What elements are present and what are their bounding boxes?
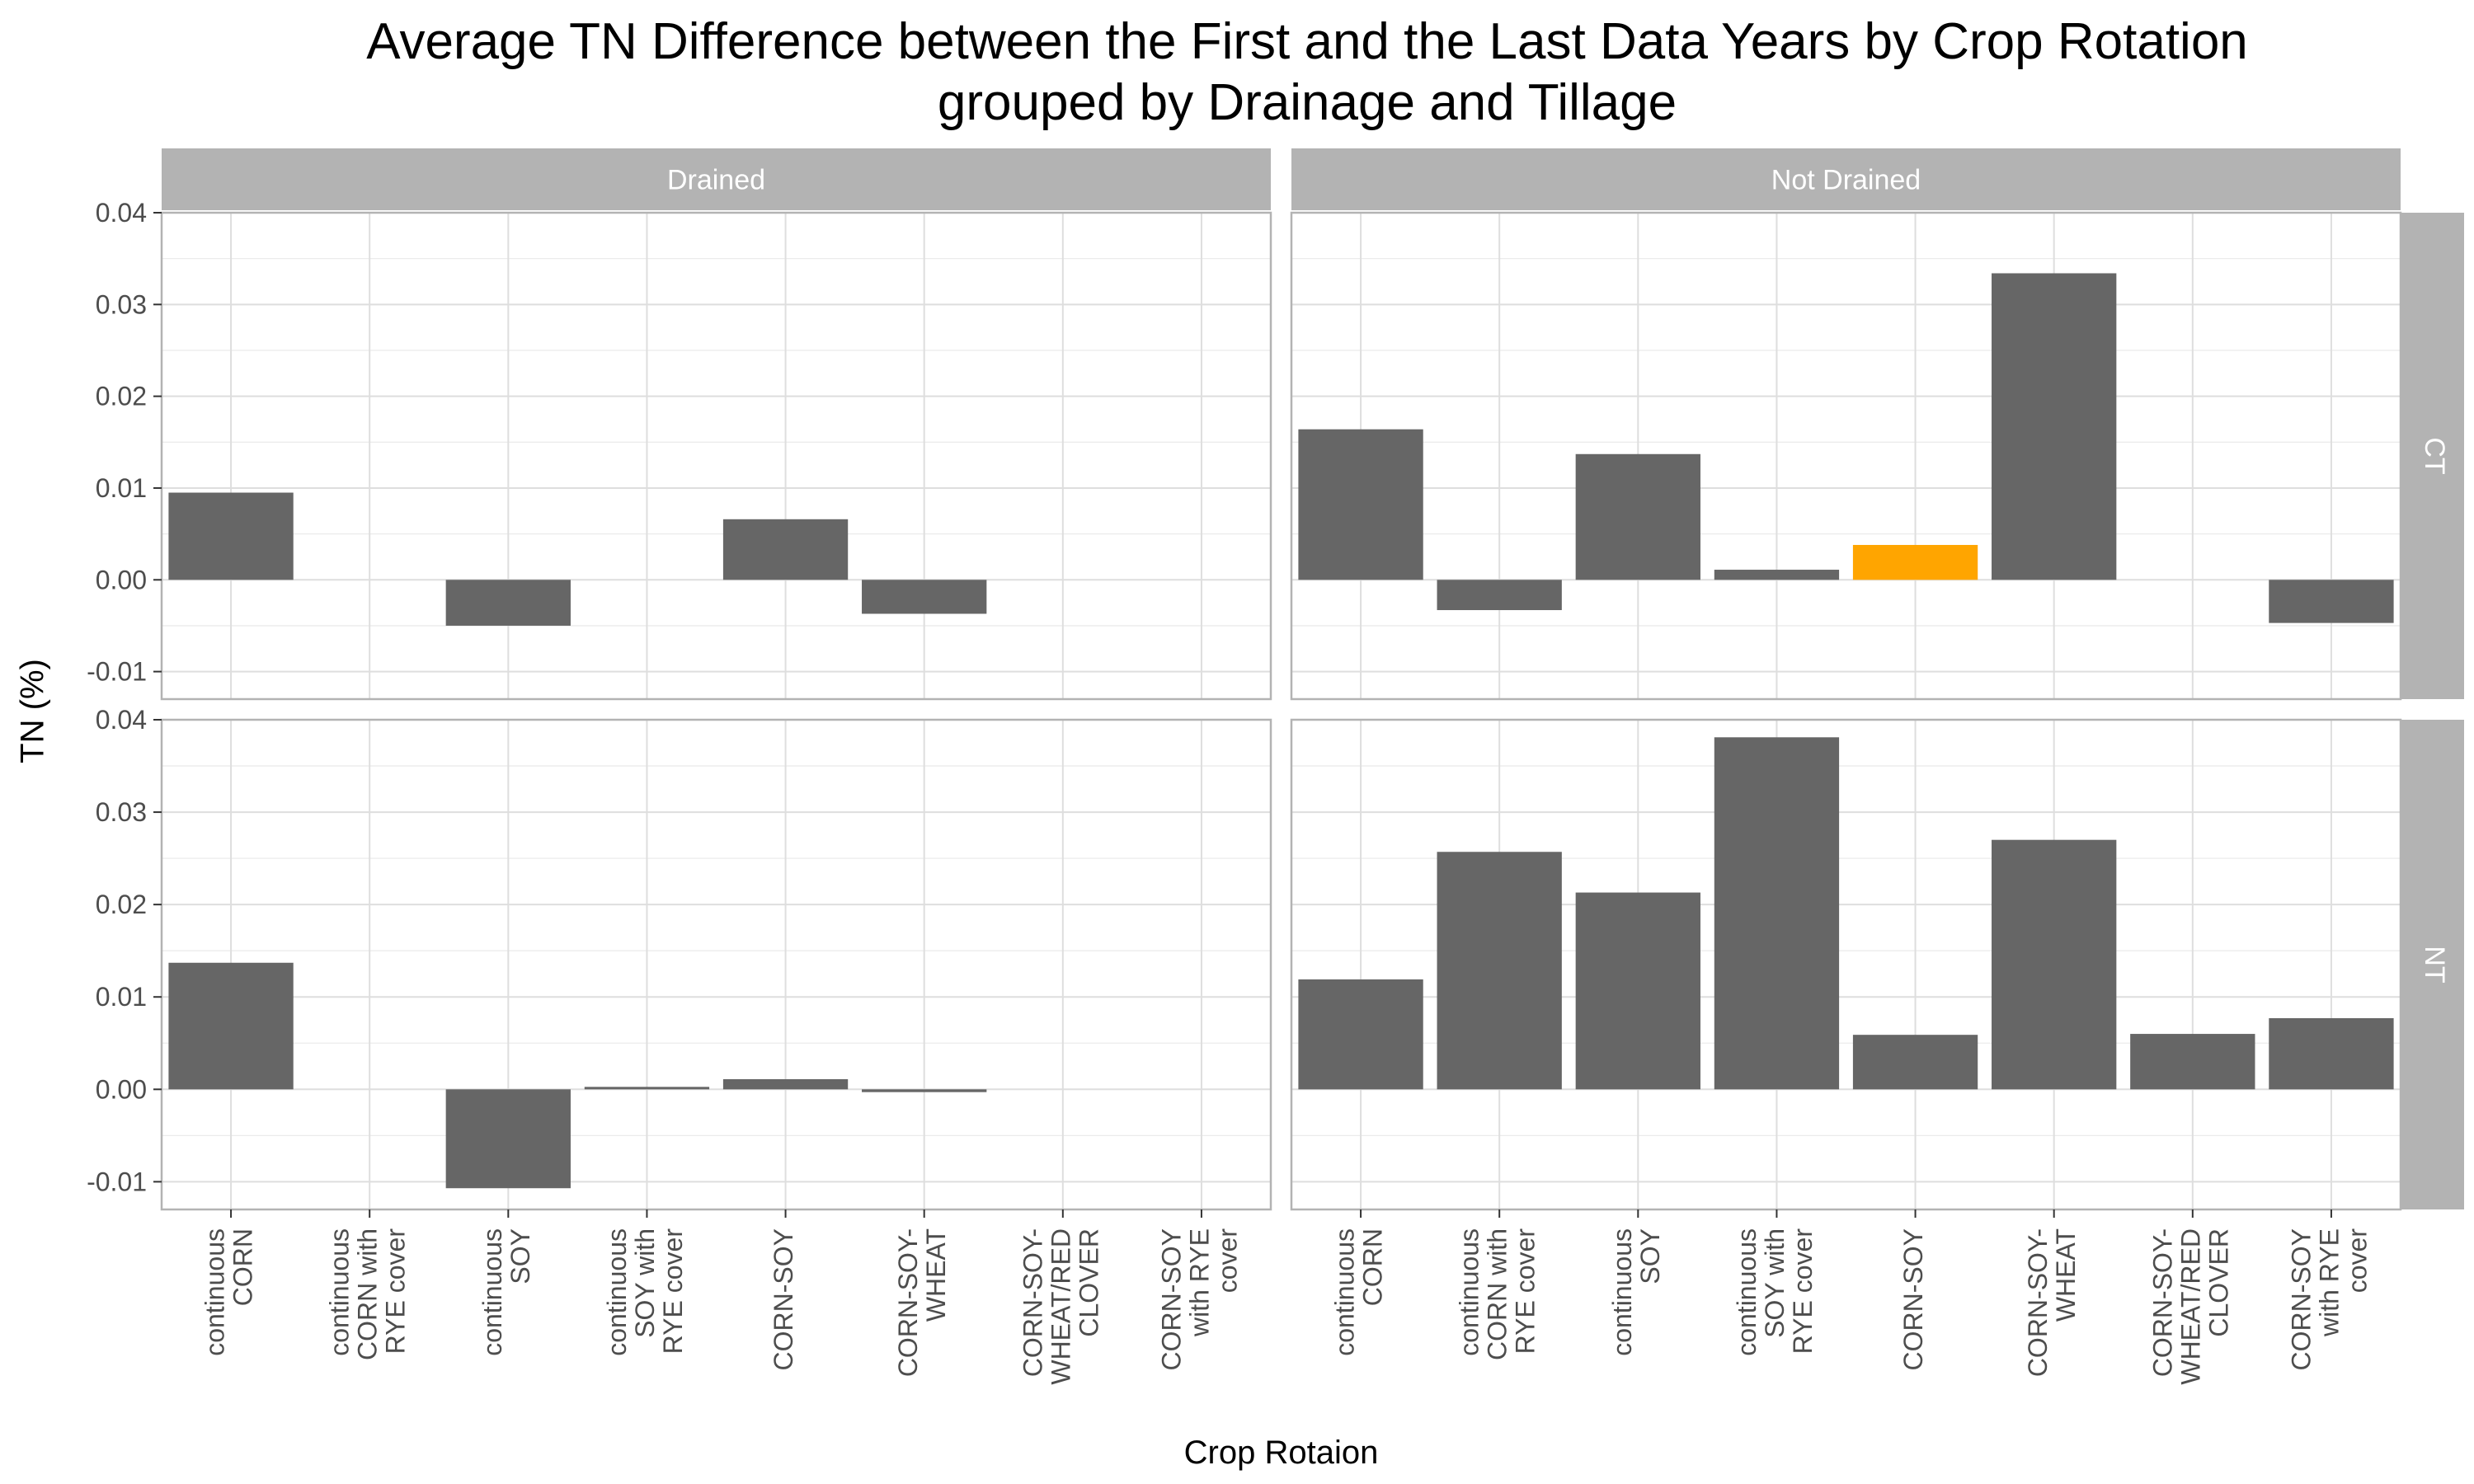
x-tick-label: WHEAT bbox=[921, 1228, 951, 1322]
x-tick-label: continuous bbox=[602, 1228, 632, 1356]
x-tick-label: CORN-SOY- bbox=[2147, 1228, 2177, 1377]
panel-border bbox=[1290, 718, 2402, 1211]
y-tick-label: 0.01 bbox=[96, 982, 147, 1012]
x-tick-label: with RYE bbox=[2314, 1228, 2344, 1337]
bar bbox=[2269, 1018, 2394, 1090]
x-tick-label: RYE cover bbox=[1511, 1228, 1540, 1355]
y-axis-label: TN (%) bbox=[15, 659, 51, 763]
x-tick-label: SOY with bbox=[1760, 1228, 1790, 1338]
x-axis-label: Crop Rotaion bbox=[1184, 1435, 1379, 1471]
bar bbox=[1852, 1035, 1978, 1090]
facet-strip-row-label: NT bbox=[2419, 946, 2450, 983]
bar bbox=[1852, 544, 1978, 580]
x-tick-label: WHEAT/RED bbox=[2175, 1228, 2205, 1385]
facet-strip-label: Drained bbox=[667, 165, 765, 196]
y-tick-label: 0.00 bbox=[96, 565, 147, 594]
bar bbox=[1992, 839, 2117, 1090]
x-tick-label: cover bbox=[1212, 1228, 1242, 1294]
x-tick-label: SOY bbox=[1635, 1228, 1665, 1284]
panel-1-1 bbox=[1290, 718, 2402, 1211]
x-tick-label: CORN-SOY bbox=[769, 1228, 798, 1370]
x-tick-label: CORN bbox=[228, 1228, 258, 1306]
y-tick-label: 0.02 bbox=[96, 890, 147, 919]
x-tick-label: continuous bbox=[1455, 1228, 1484, 1356]
y-tick-label: 0.01 bbox=[96, 473, 147, 503]
x-tick-label: WHEAT bbox=[2051, 1228, 2081, 1322]
chart-title: Average TN Difference between the First … bbox=[0, 12, 2474, 134]
x-tick-label: continuous bbox=[1330, 1228, 1360, 1356]
panel-0-1 bbox=[160, 718, 1272, 1211]
bar bbox=[1437, 580, 1562, 611]
bar bbox=[1298, 979, 1423, 1090]
bar bbox=[1714, 737, 1840, 1090]
bar bbox=[722, 519, 849, 580]
facet-strip-row-1 bbox=[2401, 720, 2464, 1209]
facet-strip-0 bbox=[162, 148, 1271, 210]
bar bbox=[168, 962, 294, 1090]
bar bbox=[862, 1089, 987, 1092]
facet-strip-1 bbox=[1291, 148, 2401, 210]
bar bbox=[2269, 580, 2394, 623]
bar bbox=[1575, 453, 1700, 580]
bar bbox=[1714, 570, 1840, 580]
y-tick-label: 0.04 bbox=[96, 198, 147, 228]
panel-border bbox=[160, 211, 1272, 701]
bar bbox=[1437, 852, 1562, 1090]
x-tick-label: cover bbox=[2342, 1228, 2372, 1294]
x-tick-label: CLOVER bbox=[1074, 1228, 1103, 1337]
y-tick-label: 0.02 bbox=[96, 382, 147, 411]
facet-strip-row-label: CT bbox=[2419, 437, 2450, 474]
x-tick-label: RYE cover bbox=[1788, 1228, 1818, 1355]
x-tick-label: RYE cover bbox=[658, 1228, 688, 1355]
bar bbox=[1298, 429, 1423, 580]
x-tick-label: CORN bbox=[1358, 1228, 1388, 1306]
bar bbox=[862, 580, 987, 614]
x-tick-label: with RYE bbox=[1184, 1228, 1214, 1337]
x-tick-label: CORN-SOY bbox=[1898, 1228, 1928, 1370]
x-tick-label: WHEAT/RED bbox=[1046, 1228, 1075, 1385]
bar bbox=[445, 580, 571, 626]
chart-title-line-1: Average TN Difference between the First … bbox=[366, 13, 2248, 70]
x-tick-label: SOY bbox=[506, 1228, 535, 1284]
x-tick-label: CORN-SOY- bbox=[1018, 1228, 1047, 1377]
bar bbox=[1992, 273, 2117, 580]
x-tick-label: CORN-SOY- bbox=[2023, 1228, 2053, 1377]
bar bbox=[584, 1087, 710, 1090]
y-tick-label: 0.00 bbox=[96, 1074, 147, 1104]
x-tick-label: continuous bbox=[1732, 1228, 1761, 1356]
x-tick-label: RYE cover bbox=[381, 1228, 411, 1355]
x-tick-label: continuous bbox=[477, 1228, 507, 1356]
y-tick-label: 0.03 bbox=[96, 797, 147, 827]
x-tick-label: continuous bbox=[325, 1228, 355, 1356]
chart-title-line-2: grouped by Drainage and Tillage bbox=[937, 74, 1677, 131]
y-tick-label: -0.01 bbox=[87, 657, 147, 687]
y-tick-label: -0.01 bbox=[87, 1167, 147, 1196]
facet-strip-label: Not Drained bbox=[1771, 165, 1921, 196]
bar bbox=[168, 492, 294, 580]
bar bbox=[722, 1078, 849, 1090]
y-tick-label: 0.04 bbox=[96, 705, 147, 735]
x-tick-label: CORN with bbox=[1483, 1228, 1512, 1360]
panel-0-0 bbox=[160, 211, 1272, 701]
panel-border bbox=[160, 718, 1272, 1211]
x-tick-label: CLOVER bbox=[2204, 1228, 2233, 1337]
x-tick-label: CORN with bbox=[353, 1228, 383, 1360]
bar bbox=[2130, 1034, 2255, 1090]
x-tick-label: CORN-SOY bbox=[1156, 1228, 1186, 1370]
bar bbox=[1575, 892, 1700, 1090]
x-tick-label: continuous bbox=[200, 1228, 230, 1356]
x-tick-label: continuous bbox=[1607, 1228, 1637, 1356]
panel-1-0 bbox=[1290, 211, 2402, 701]
bar bbox=[445, 1089, 571, 1189]
y-tick-label: 0.03 bbox=[96, 289, 147, 319]
facet-strip-row-0 bbox=[2401, 213, 2464, 699]
panel-border bbox=[1290, 211, 2402, 701]
x-tick-label: CORN-SOY- bbox=[893, 1228, 923, 1377]
x-tick-label: SOY with bbox=[630, 1228, 660, 1338]
x-tick-label: CORN-SOY bbox=[2286, 1228, 2316, 1370]
